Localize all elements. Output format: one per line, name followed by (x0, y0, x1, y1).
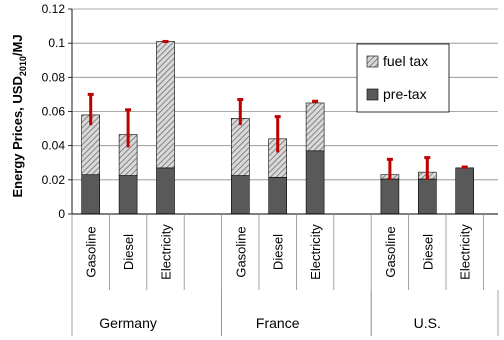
legend-swatch-fuel-tax (366, 55, 379, 68)
y-tick-label: 0.12 (42, 2, 66, 16)
x-category-labels: Gasoline Diesel Electricity Germany Gasoline… (71, 214, 499, 336)
y-axis-label-main: Energy Prices, USD (10, 76, 25, 197)
y-tick-label: 0.02 (42, 173, 66, 187)
y-tick-label: 0 (58, 207, 65, 221)
category-label: Diesel (121, 234, 136, 270)
y-axis-label-suffix: /MJ (10, 34, 25, 56)
bar-fuel-tax (231, 118, 250, 176)
category-label: Gasoline (84, 226, 99, 277)
legend-swatch-pre-tax (366, 88, 379, 101)
bar-pre-tax (231, 175, 250, 215)
bar-fuel-tax (156, 41, 175, 169)
category-label: Electricity (159, 224, 174, 280)
group-label: U.S. (414, 315, 441, 331)
bar-pre-tax (81, 174, 100, 215)
category-label: Electricity (458, 224, 473, 280)
category-label: Diesel (420, 234, 435, 270)
legend: fuel tax pre-tax (356, 43, 450, 113)
bar-pre-tax (455, 167, 475, 215)
category-label: Electricity (308, 224, 323, 280)
y-tick-labels: 0 0.02 0.04 0.06 0.08 0.1 0.12 (42, 2, 66, 221)
y-axis-label: Energy Prices, USD2010/MJ (10, 34, 28, 197)
category-label: Gasoline (383, 226, 398, 277)
legend-frame (356, 43, 450, 113)
bar-pre-tax (156, 167, 175, 215)
error-bars (87, 39, 468, 180)
bar-pre-tax (380, 178, 400, 215)
y-axis-label-subscript: 2010 (18, 56, 28, 76)
legend-label-pre-tax: pre-tax (383, 86, 427, 102)
legend-label-fuel-tax: fuel tax (383, 53, 428, 69)
y-tick-label: 0.04 (42, 139, 66, 153)
bar-pre-tax (305, 150, 325, 215)
bar-fuel-tax (305, 102, 325, 152)
y-tick-label: 0.06 (42, 105, 66, 119)
group-label: Germany (99, 315, 157, 331)
bar-pre-tax (417, 178, 437, 215)
group-label: France (256, 315, 300, 331)
y-tick-label: 0.08 (42, 70, 66, 84)
axes (71, 9, 498, 215)
bar-pre-tax (118, 175, 138, 215)
bar-pre-tax (268, 176, 288, 215)
category-label: Gasoline (233, 226, 248, 277)
y-tick-label: 0.1 (48, 36, 65, 50)
category-label: Diesel (271, 234, 286, 270)
